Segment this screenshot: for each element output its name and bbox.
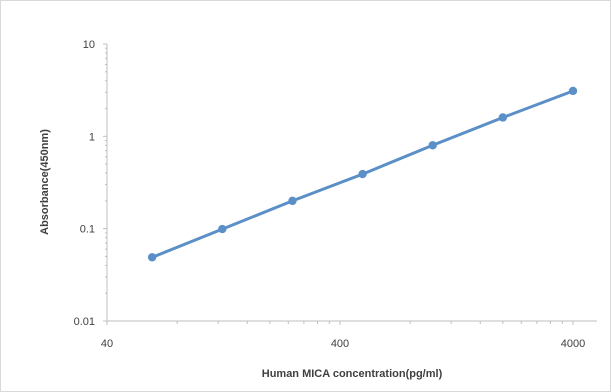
- data-point: [498, 113, 508, 122]
- data-point: [288, 196, 297, 206]
- y-tick-label: 0.01: [74, 316, 95, 328]
- data-point: [358, 169, 367, 179]
- y-tick-label: 0.1: [80, 224, 95, 236]
- x-tick-label: 400: [331, 338, 349, 350]
- data-point: [428, 141, 437, 150]
- axes: [103, 43, 597, 325]
- series-layer: [147, 86, 578, 262]
- y-tick-label: 1: [89, 131, 95, 143]
- x-axis-title: Human MICA concentration(pg/ml): [262, 368, 443, 380]
- y-tick-label: 10: [83, 39, 95, 51]
- tick-labels: 0.01 0.1 1 10 40 400 4000: [74, 39, 586, 350]
- data-point: [568, 86, 578, 96]
- data-point: [218, 224, 227, 234]
- y-axis-title: Absorbance(450nm): [39, 129, 51, 235]
- data-point: [147, 253, 157, 262]
- x-tick-label: 4000: [561, 338, 585, 350]
- x-tick-label: 40: [101, 338, 113, 350]
